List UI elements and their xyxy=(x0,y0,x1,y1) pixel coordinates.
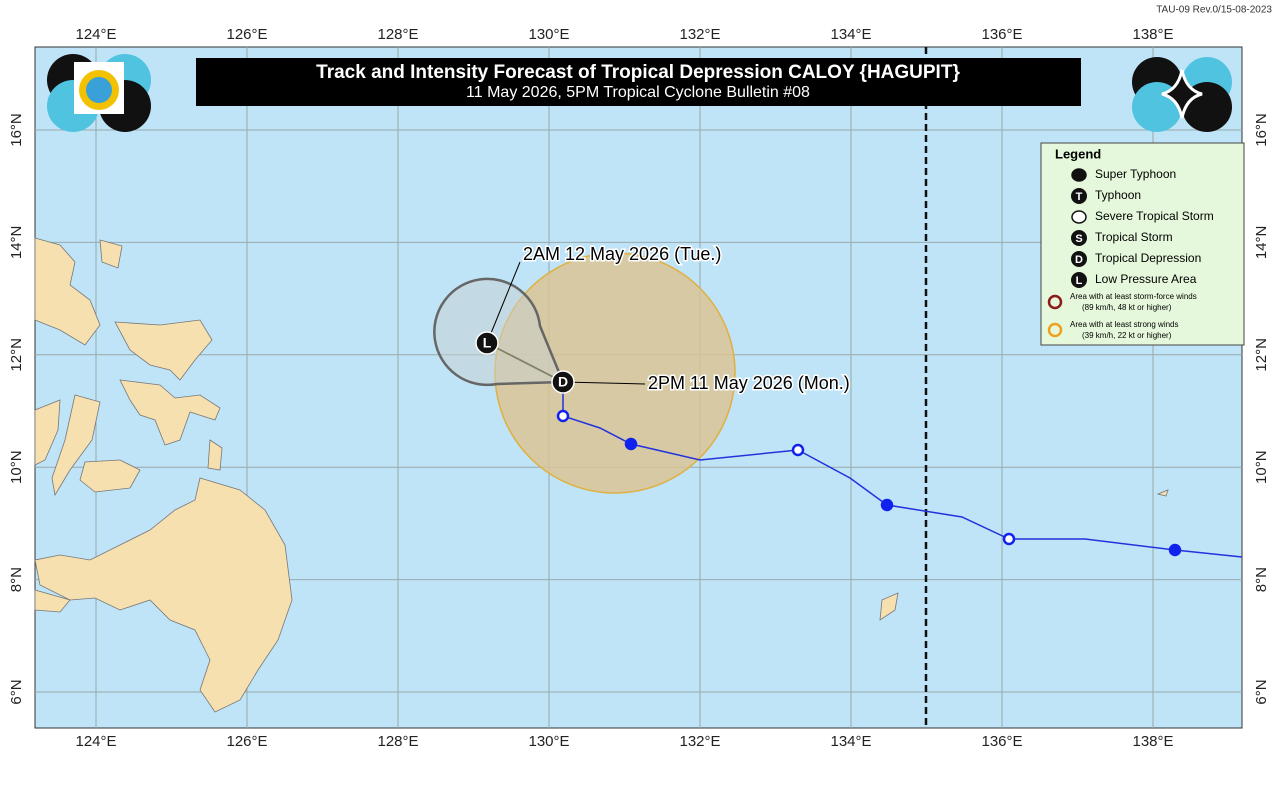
lon-label: 128°E xyxy=(377,733,418,750)
legend-title: Legend xyxy=(1055,146,1101,161)
lon-label: 132°E xyxy=(679,733,720,750)
lon-label: 136°E xyxy=(981,733,1022,750)
marker-depression xyxy=(551,370,575,394)
leader-line xyxy=(562,381,646,385)
title: Track and Intensity Forecast of Tropical… xyxy=(316,62,960,83)
legend-area-label: Area with at least strong winds xyxy=(1070,320,1179,329)
track-points xyxy=(556,409,1182,557)
lat-label: 8°N xyxy=(1253,567,1270,592)
forecast-track xyxy=(486,342,564,383)
annotation: 2PM 11 May 2026 (Mon.) xyxy=(648,373,850,393)
dost-logo xyxy=(1132,57,1232,132)
lon-label: 130°E xyxy=(528,733,569,750)
lon-label: 134°E xyxy=(830,26,871,43)
legend-icon xyxy=(1071,251,1087,267)
graticule: 124°E 124°E 126°E 126°E 128°E 128°E 130°E 130°E… xyxy=(8,26,1270,750)
legend-label: Severe Tropical Storm xyxy=(1095,209,1214,223)
lat-label: 6°N xyxy=(8,679,25,704)
pagasa-logo xyxy=(47,54,151,132)
marker-low xyxy=(475,331,499,355)
legend-symbol: D xyxy=(1075,254,1083,266)
legend-icon xyxy=(1071,168,1087,182)
lat-label: 12°N xyxy=(1253,338,1270,372)
legend-label: Tropical Storm xyxy=(1095,230,1173,244)
uncertainty-cone xyxy=(433,277,565,387)
legend-label: Tropical Depression xyxy=(1095,251,1201,265)
legend-area-label: Area with at least storm-force winds xyxy=(1070,292,1197,301)
lon-label: 132°E xyxy=(679,26,720,43)
lon-label: 130°E xyxy=(528,26,569,43)
subtitle: 11 May 2026, 5PM Tropical Cyclone Bullet… xyxy=(466,84,810,101)
lat-label: 14°N xyxy=(1253,226,1270,260)
legend-icon xyxy=(1071,188,1087,204)
lat-label: 12°N xyxy=(8,338,25,372)
legend-label: Low Pressure Area xyxy=(1095,272,1197,286)
lon-label: 138°E xyxy=(1132,733,1173,750)
lat-label: 16°N xyxy=(1253,113,1270,147)
lon-label: 124°E xyxy=(75,733,116,750)
track-line xyxy=(486,342,1243,558)
legend-symbol: T xyxy=(1076,191,1083,203)
lon-label: 124°E xyxy=(75,26,116,43)
legend-symbol: S xyxy=(1075,233,1082,245)
legend-area-icon xyxy=(1047,294,1063,310)
lat-label: 10°N xyxy=(1253,450,1270,484)
revision: TAU-09 Rev.0/15-08-2023 xyxy=(1156,5,1272,16)
lat-label: 10°N xyxy=(8,450,25,484)
marker-label: D xyxy=(558,374,568,390)
lat-label: 14°N xyxy=(8,226,25,260)
legend-icon xyxy=(1071,272,1087,288)
lon-label: 126°E xyxy=(226,26,267,43)
legend: Legend Super Typhoon T Typhoon Severe Tropi… xyxy=(1040,142,1245,346)
lat-label: 16°N xyxy=(8,113,25,147)
legend-label: Super Typhoon xyxy=(1095,167,1176,181)
legend-icon xyxy=(1071,230,1087,246)
legend-symbol: L xyxy=(1076,275,1083,287)
land xyxy=(34,237,1169,713)
title-box xyxy=(196,58,1081,106)
lon-label: 134°E xyxy=(830,733,871,750)
lat-label: 8°N xyxy=(8,567,25,592)
legend-area-detail: (89 km/h, 48 kt or higher) xyxy=(1082,303,1172,312)
lon-label: 138°E xyxy=(1132,26,1173,43)
leader-line xyxy=(486,261,521,344)
lat-label: 6°N xyxy=(1253,679,1270,704)
marker-label: L xyxy=(483,335,492,351)
lon-label: 136°E xyxy=(981,26,1022,43)
lon-label: 126°E xyxy=(226,733,267,750)
legend-area-icon xyxy=(1047,322,1063,338)
annotation: 2AM 12 May 2026 (Tue.) xyxy=(523,244,721,264)
legend-area-detail: (39 km/h, 22 kt or higher) xyxy=(1082,331,1172,340)
legend-label: Typhoon xyxy=(1095,188,1141,202)
lon-label: 128°E xyxy=(377,26,418,43)
legend-icon xyxy=(1071,210,1087,224)
